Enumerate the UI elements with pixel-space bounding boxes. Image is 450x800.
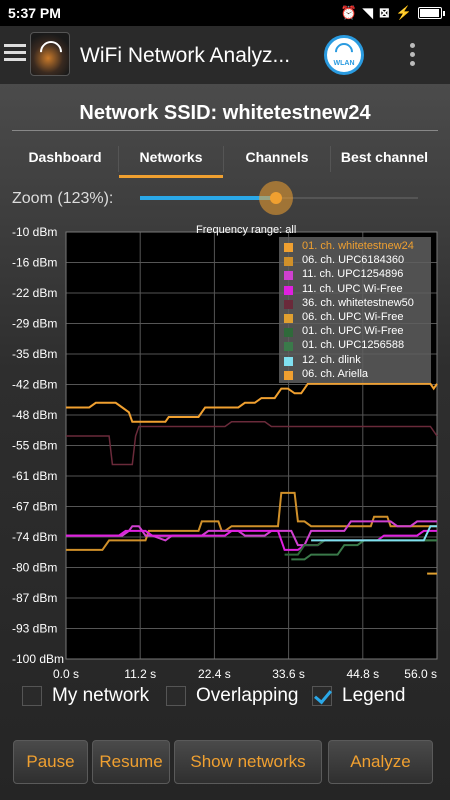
series-line-4 xyxy=(66,421,438,466)
status-bar: 5:37 PM ⏰ ◥ ⊠ ⚡ xyxy=(0,0,450,26)
y-tick-label: -42 dBm xyxy=(12,378,57,392)
options-row: My network Overlapping Legend xyxy=(0,684,450,712)
y-tick-label: -61 dBm xyxy=(12,469,57,483)
legend-label: 06. ch. UPC Wi-Free xyxy=(302,311,404,323)
resume-button[interactable]: Resume xyxy=(92,740,170,784)
y-tick-label: -16 dBm xyxy=(12,256,57,270)
tab-dashboard[interactable]: Dashboard xyxy=(28,149,102,165)
y-tick-label: -87 dBm xyxy=(12,591,57,605)
legend-label[interactable]: Legend xyxy=(342,685,406,706)
zoom-label: Zoom (123%): xyxy=(12,190,114,207)
legend-swatch xyxy=(284,299,293,309)
analyze-button[interactable]: Analyze xyxy=(328,740,433,784)
status-time: 5:37 PM xyxy=(8,5,61,21)
app-logo xyxy=(30,32,70,76)
status-icons: ⏰ ◥ ⊠ ⚡ xyxy=(340,5,445,21)
zoom-slider-fill xyxy=(140,196,276,200)
zoom-slider-handle[interactable] xyxy=(259,181,293,215)
plot-border xyxy=(65,231,438,660)
series-line-3 xyxy=(66,529,437,551)
legend-label: 06. ch. UPC6184360 xyxy=(302,254,405,267)
app-bar: WiFi Network Analyz... WLAN xyxy=(0,26,450,84)
tab-channels[interactable]: Channels xyxy=(245,149,309,165)
tab-best-channel[interactable]: Best channel xyxy=(340,149,429,165)
legend-checkbox[interactable] xyxy=(312,686,332,706)
legend-swatch xyxy=(284,243,293,252)
x-tick-label: 56.0 s xyxy=(404,667,437,681)
legend-swatch xyxy=(284,314,293,323)
y-tick-label: -10 dBm xyxy=(12,225,57,239)
legend-swatch xyxy=(284,342,293,352)
wifi-icon: ◥ xyxy=(362,5,373,20)
wlan-button[interactable]: WLAN xyxy=(324,35,364,75)
legend-label: 36. ch. whitetestnew50 xyxy=(302,296,414,309)
tab-networks[interactable]: Networks xyxy=(119,140,223,178)
y-tick-label: -29 dBm xyxy=(12,317,57,331)
y-tick-label: -67 dBm xyxy=(12,500,57,514)
my-network-label[interactable]: My network xyxy=(52,685,150,706)
tab-bar: Dashboard Networks Channels Best channel xyxy=(12,140,438,178)
charging-icon: ⚡ xyxy=(395,5,412,20)
legend-label: 06. ch. Ariella xyxy=(302,367,369,380)
x-tick-label: 44.8 s xyxy=(346,667,379,681)
legend-label: 11. ch. UPC Wi-Free xyxy=(302,282,403,295)
series-line-2 xyxy=(66,520,437,547)
series-line-8 xyxy=(311,525,437,542)
my-network-checkbox[interactable] xyxy=(22,686,42,706)
legend-swatch xyxy=(284,257,293,267)
x-tick-label: 33.6 s xyxy=(272,667,305,681)
legend-swatch xyxy=(284,271,293,281)
tab-separator xyxy=(330,146,331,172)
wlan-label: WLAN xyxy=(333,60,355,67)
divider xyxy=(12,130,438,131)
y-tick-label: -93 dBm xyxy=(12,622,57,636)
x-tick-label: 0.0 s xyxy=(53,667,79,681)
no-sim-icon: ⊠ xyxy=(378,5,390,20)
legend-label: 12. ch. dlink xyxy=(302,353,361,366)
y-tick-label: -74 dBm xyxy=(12,530,57,544)
app-title: WiFi Network Analyz... xyxy=(80,44,291,67)
alarm-icon: ⏰ xyxy=(340,5,357,20)
show-networks-button[interactable]: Show networks xyxy=(174,740,322,784)
overflow-menu-icon[interactable] xyxy=(410,43,416,69)
y-tick-label: -80 dBm xyxy=(12,561,57,575)
legend-swatch xyxy=(284,328,293,338)
action-buttons: Pause Resume Show networks Analyze xyxy=(0,740,450,786)
pause-button[interactable]: Pause xyxy=(13,740,88,784)
legend-swatch xyxy=(284,285,293,295)
overlapping-label[interactable]: Overlapping xyxy=(196,685,299,706)
y-tick-label: -35 dBm xyxy=(12,347,57,361)
tab-separator xyxy=(118,146,119,172)
y-tick-label: -100 dBm xyxy=(12,652,64,666)
x-tick-label: 11.2 s xyxy=(124,667,156,681)
x-tick-label: 22.4 s xyxy=(198,667,231,681)
tab-separator xyxy=(223,146,224,172)
legend-label: 11. ch. UPC1254896 xyxy=(302,268,404,281)
legend-swatch xyxy=(284,356,293,366)
overlapping-checkbox[interactable] xyxy=(166,686,186,706)
legend-swatch xyxy=(284,370,293,380)
y-tick-label: -48 dBm xyxy=(12,408,57,422)
legend-label: 01. ch. whitetestnew24 xyxy=(302,240,414,252)
chart-legend: 01. ch. whitetestnew24 06. ch. UPC6184360… xyxy=(279,237,431,383)
y-tick-label: -55 dBm xyxy=(12,439,57,453)
menu-icon[interactable] xyxy=(4,44,26,64)
series-line-0 xyxy=(66,382,438,423)
battery-icon xyxy=(418,7,445,19)
frequency-range: Frequency range: all xyxy=(196,224,297,236)
network-ssid: Network SSID: whitetestnew24 xyxy=(79,102,371,124)
legend-label: 01. ch. UPC1256588 xyxy=(302,339,405,352)
legend-label: 01. ch. UPC Wi-Free xyxy=(302,325,404,338)
y-tick-label: -22 dBm xyxy=(12,286,57,300)
